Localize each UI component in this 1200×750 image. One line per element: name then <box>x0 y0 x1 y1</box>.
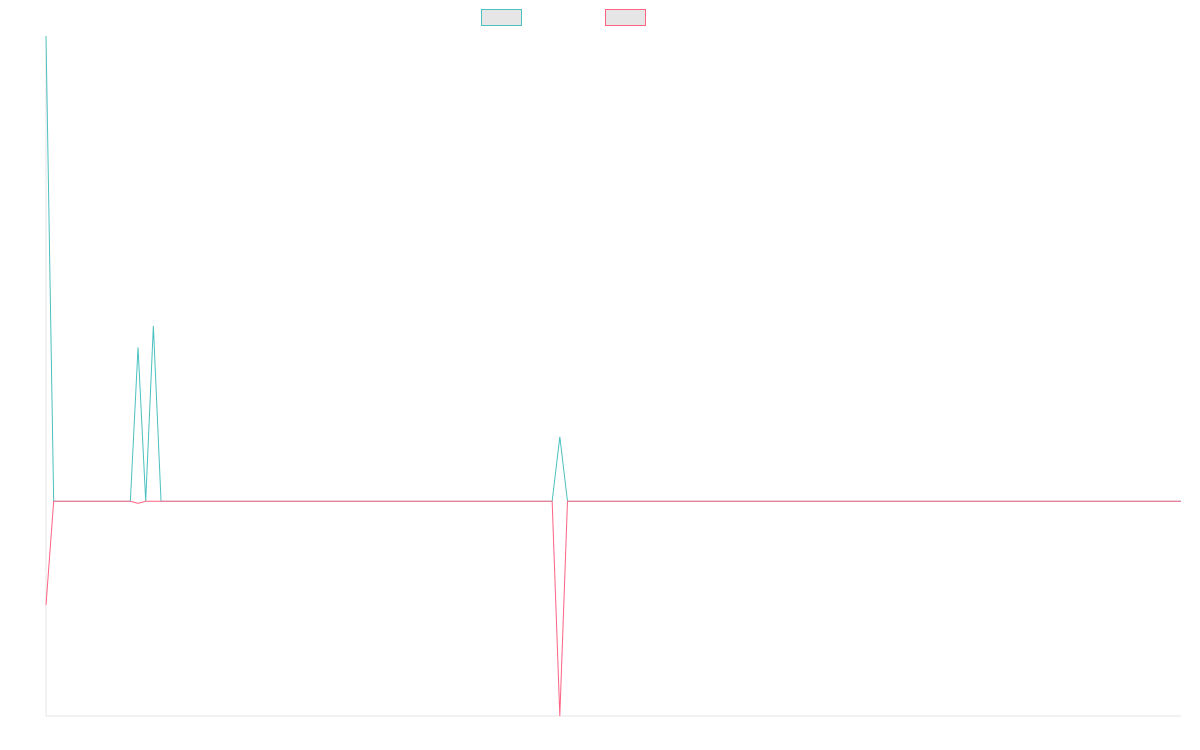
series-line-2 <box>45 500 1181 717</box>
series-line-1 <box>45 35 1181 502</box>
legend-swatch-2 <box>605 9 646 26</box>
legend-swatch-1 <box>481 9 522 26</box>
